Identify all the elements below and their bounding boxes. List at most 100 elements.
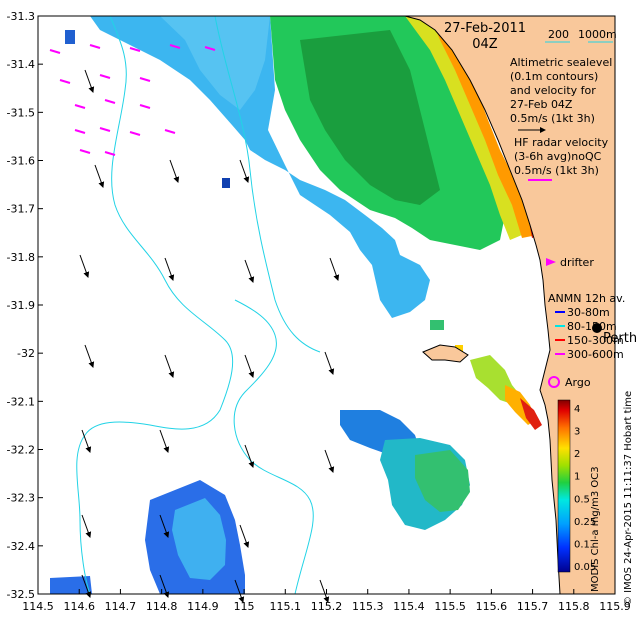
map-date-title: 27-Feb-2011 bbox=[444, 21, 526, 36]
hf-velocity-arrow bbox=[104, 99, 116, 104]
x-tick-label: 115 bbox=[234, 600, 255, 613]
altimetry-legend-line: Altimetric sealevel bbox=[510, 56, 612, 69]
y-tick-label: -31.7 bbox=[7, 203, 35, 216]
x-tick-label: 115.8 bbox=[558, 600, 590, 613]
altimetry-velocity-arrow bbox=[164, 354, 175, 378]
chl-patch-blue-2 bbox=[160, 16, 270, 110]
hf-velocity-arrow bbox=[99, 74, 111, 79]
altimetry-velocity-arrow bbox=[239, 159, 250, 183]
chl-patch-south-coast-red bbox=[520, 398, 542, 430]
hf-velocity-arrow bbox=[129, 131, 141, 136]
colorbar-ticks: 4 3 2 1 0.5 0.25 0.1 0.05 bbox=[574, 404, 596, 573]
hf-velocity-arrow bbox=[59, 79, 71, 84]
hf-radar-arrows bbox=[49, 44, 216, 156]
x-tick-label: 115.3 bbox=[352, 600, 384, 613]
colorbar-tick-label: 0.5 bbox=[574, 494, 590, 505]
altimetry-velocity-arrow bbox=[164, 257, 175, 281]
hf-velocity-arrow bbox=[139, 77, 151, 82]
hf-velocity-arrow bbox=[89, 44, 101, 49]
altimetry-velocity-arrow bbox=[244, 354, 255, 378]
altimetry-velocity-arrow bbox=[84, 344, 95, 368]
altimetry-velocity-arrow bbox=[239, 524, 250, 548]
isobath-1000m bbox=[76, 15, 234, 595]
y-tick-label: -32.3 bbox=[7, 492, 35, 505]
altimetry-velocity-arrow bbox=[159, 574, 170, 598]
altimetry-velocity-arrow bbox=[324, 351, 335, 375]
x-tick-label: 115.6 bbox=[476, 600, 508, 613]
hf-velocity-arrow bbox=[99, 127, 111, 132]
colorbar-tick-label: 2 bbox=[574, 449, 580, 460]
anmn-legend-item-0: 30-80m bbox=[567, 306, 610, 319]
altimetry-arrows bbox=[79, 69, 340, 603]
chl-speck bbox=[430, 320, 444, 330]
anmn-legend-title: ANMN 12h av. bbox=[548, 292, 625, 305]
chl-patch-far-southwest bbox=[50, 576, 92, 594]
isobath-legend-200: 200 bbox=[548, 28, 569, 41]
altimetry-velocity-arrow bbox=[319, 579, 330, 603]
altimetry-velocity-arrow bbox=[84, 69, 95, 93]
altimetry-velocity-arrow bbox=[81, 429, 92, 453]
altimetry-velocity-arrow bbox=[244, 444, 255, 468]
colorbar-tick-label: 1 bbox=[574, 472, 580, 483]
altimetry-velocity-arrow bbox=[159, 514, 170, 538]
x-tick-label: 115.4 bbox=[393, 600, 425, 613]
chl-patch-central-green bbox=[415, 450, 470, 512]
y-axis: -31.3 -31.4 -31.5 -31.6 -31.7 -31.8 -31.9 -32 -3… bbox=[7, 10, 43, 601]
x-tick-label: 115.5 bbox=[434, 600, 466, 613]
colorbar-label: MODIS Chl-a mg/m3 OC3 bbox=[590, 466, 601, 592]
perth-marker-icon bbox=[592, 323, 602, 333]
hf-velocity-arrow bbox=[49, 49, 61, 54]
altimetry-legend-line: 0.5m/s (1kt 3h) bbox=[510, 112, 595, 125]
anmn-legend-item-2: 150-300m bbox=[567, 334, 624, 347]
altimetry-legend-line: 27-Feb 04Z bbox=[510, 98, 573, 111]
altimetry-velocity-arrow bbox=[244, 259, 255, 283]
colorbar bbox=[557, 399, 571, 573]
hf-velocity-arrow bbox=[79, 149, 91, 154]
colorbar-tick-label: 0.05 bbox=[574, 562, 596, 573]
altimetry-velocity-arrow bbox=[169, 159, 180, 183]
altimetry-velocity-arrow bbox=[324, 449, 335, 473]
x-tick-label: 114.8 bbox=[146, 600, 178, 613]
x-tick-label: 114.6 bbox=[63, 600, 95, 613]
y-tick-label: -32 bbox=[17, 347, 35, 360]
hf-velocity-arrow bbox=[164, 129, 176, 134]
hf-legend-line: 0.5m/s (1kt 3h) bbox=[514, 164, 599, 177]
altimetry-velocity-arrow bbox=[159, 429, 170, 453]
rottnest-island bbox=[422, 344, 469, 363]
chl-patch-orange bbox=[430, 16, 532, 238]
chl-patch-green-dark bbox=[300, 30, 440, 205]
altimetry-velocity-arrow bbox=[329, 257, 340, 281]
y-tick-label: -31.6 bbox=[7, 155, 35, 168]
argo-label: Argo bbox=[565, 376, 591, 389]
y-tick-label: -32.4 bbox=[7, 540, 35, 553]
chl-patch-yellow bbox=[405, 16, 522, 240]
altimetry-velocity-arrow bbox=[81, 574, 92, 598]
y-tick-label: -31.8 bbox=[7, 251, 35, 264]
hf-legend-line: HF radar velocity bbox=[514, 136, 609, 149]
altimetry-legend-line: and velocity for bbox=[510, 84, 596, 97]
x-tick-label: 115.9 bbox=[599, 600, 631, 613]
colorbar-tick-label: 4 bbox=[574, 404, 580, 415]
isobath-legend-1000: 1000m bbox=[578, 28, 617, 41]
hf-velocity-arrow bbox=[139, 104, 151, 109]
y-tick-label: -32.1 bbox=[7, 395, 35, 408]
y-tick-label: -31.9 bbox=[7, 299, 35, 312]
hf-velocity-arrow bbox=[204, 46, 216, 51]
altimetry-velocity-arrow bbox=[81, 514, 92, 538]
isobath-inner bbox=[233, 299, 314, 595]
hf-velocity-arrow bbox=[169, 44, 181, 49]
depth-contours bbox=[76, 15, 321, 595]
y-tick-label: -32.2 bbox=[7, 444, 35, 457]
credit-text: © IMOS 24-Apr-2015 11:11:37 Hobart time bbox=[623, 391, 634, 606]
drifter-marker-icon bbox=[546, 258, 556, 266]
anmn-legend: ANMN 12h av. 30-80m 80-150m 150-300m 300… bbox=[548, 292, 625, 361]
colorbar-tick-label: 3 bbox=[574, 427, 580, 438]
y-tick-label: -31.4 bbox=[7, 58, 35, 71]
x-tick-label: 115.2 bbox=[311, 600, 343, 613]
altimetry-velocity-arrow bbox=[234, 579, 245, 603]
x-tick-label: 115.7 bbox=[517, 600, 549, 613]
altimetry-velocity-arrow bbox=[79, 254, 90, 278]
perth-label: Perth bbox=[603, 331, 637, 346]
chl-patch-southwest-light bbox=[172, 498, 226, 580]
hf-velocity-arrow bbox=[74, 129, 86, 134]
